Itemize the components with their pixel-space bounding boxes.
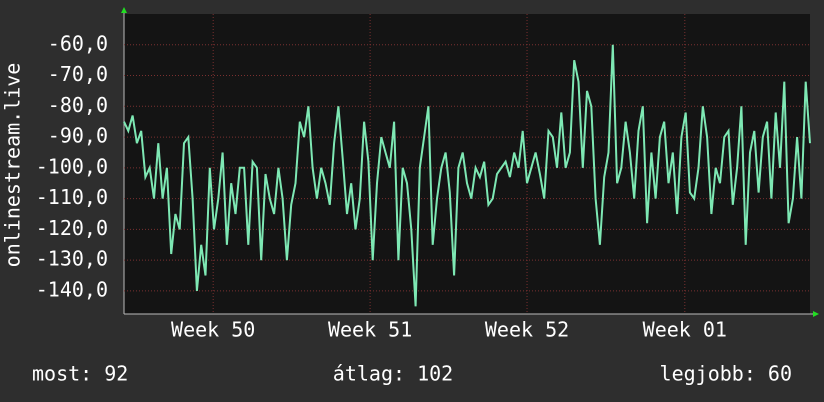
stat-current: most: 92 [32, 362, 128, 386]
data-line [123, 44, 811, 307]
y-tick-label: -80,0 [48, 93, 108, 117]
x-tick-label: Week 50 [171, 318, 255, 342]
x-tick-label: Week 51 [328, 318, 412, 342]
y-tick-label: -110,0 [36, 185, 108, 209]
y-tick-label: -90,0 [48, 124, 108, 148]
y-axis-arrow [121, 7, 127, 13]
y-axis-label: onlinestream.live [1, 63, 25, 268]
x-tick-label: Week 52 [485, 318, 569, 342]
stat-best: legjobb: 60 [660, 362, 792, 386]
y-tick-label: -130,0 [36, 247, 108, 271]
y-tick-label: -60,0 [48, 31, 108, 55]
y-tick-label: -120,0 [36, 216, 108, 240]
x-tick-label: Week 01 [643, 318, 727, 342]
y-tick-label: -100,0 [36, 154, 108, 178]
plot-area [124, 14, 810, 314]
stat-average: átlag: 102 [333, 362, 453, 386]
x-axis-arrow [813, 311, 819, 317]
y-tick-label: -70,0 [48, 62, 108, 86]
y-tick-label: -140,0 [36, 277, 108, 301]
